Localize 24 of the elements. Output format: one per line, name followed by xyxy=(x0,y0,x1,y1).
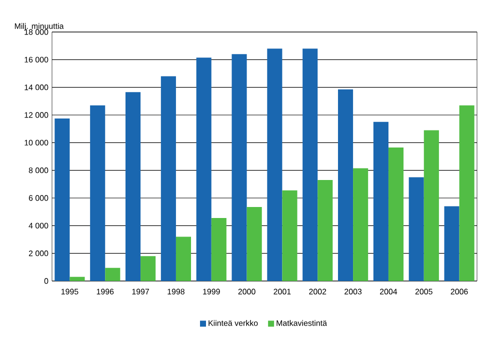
bar xyxy=(302,48,318,281)
bar xyxy=(125,92,141,281)
bar xyxy=(211,218,226,281)
bar xyxy=(318,180,333,281)
bar xyxy=(267,48,282,281)
bar xyxy=(90,105,106,281)
bar xyxy=(338,89,354,281)
bar xyxy=(160,76,176,281)
bar xyxy=(196,58,212,281)
bar xyxy=(408,177,424,281)
bar xyxy=(140,256,156,281)
bar xyxy=(176,236,192,281)
bar xyxy=(105,268,120,281)
bar xyxy=(444,206,460,281)
bar xyxy=(424,130,439,281)
bar xyxy=(388,148,404,281)
bar xyxy=(54,118,70,281)
bar xyxy=(70,276,85,281)
bar xyxy=(373,122,388,281)
bar xyxy=(353,168,368,281)
bar xyxy=(246,206,262,281)
bar xyxy=(232,54,247,281)
bar xyxy=(282,190,298,281)
bar xyxy=(459,105,474,281)
